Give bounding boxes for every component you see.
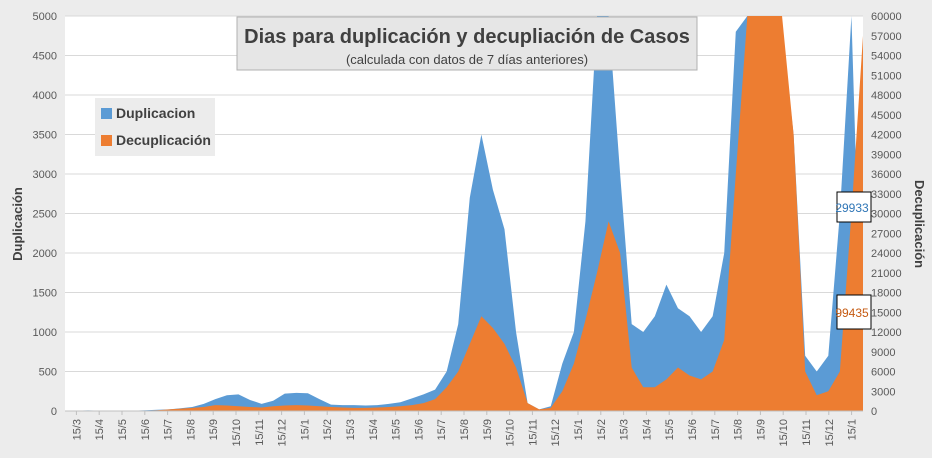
x-tick-label: 15/1 bbox=[847, 419, 859, 440]
x-tick-label: 15/8 bbox=[185, 419, 197, 440]
y2-tick-label: 3000 bbox=[871, 386, 895, 398]
x-tick-label: 15/7 bbox=[710, 419, 722, 440]
y2-tick-label: 54000 bbox=[871, 51, 902, 63]
callout-decuplicacion: 99435 bbox=[835, 294, 872, 330]
y2-tick-label: 21000 bbox=[871, 268, 902, 280]
y2-tick-label: 36000 bbox=[871, 169, 902, 181]
series-area-decuplicacion bbox=[65, 16, 863, 411]
x-tick-label: 15/11 bbox=[527, 419, 539, 446]
y2-tick-label: 45000 bbox=[871, 110, 902, 122]
x-tick-label: 15/8 bbox=[459, 419, 471, 440]
chart-title: Dias para duplicación y decupliación de … bbox=[244, 26, 690, 48]
y2-tick-label: 24000 bbox=[871, 248, 902, 260]
legend: Duplicacion Decuplicación bbox=[95, 98, 215, 156]
y-tick-label: 5000 bbox=[33, 11, 57, 23]
legend-label-decuplicacion: Decuplicación bbox=[116, 132, 211, 148]
y-tick-label: 2500 bbox=[33, 209, 57, 221]
x-tick-label: 15/11 bbox=[254, 419, 266, 446]
callout-decuplicacion-value: 99435 bbox=[835, 306, 869, 320]
x-tick-label: 15/2 bbox=[322, 419, 334, 440]
y-tick-label: 0 bbox=[51, 406, 57, 418]
y2-tick-label: 42000 bbox=[871, 130, 902, 142]
y-tick-label: 2000 bbox=[33, 248, 57, 260]
x-tick-label: 15/1 bbox=[299, 419, 311, 440]
series-layer bbox=[65, 16, 863, 411]
x-tick-label: 15/2 bbox=[596, 419, 608, 440]
x-tick-label: 15/6 bbox=[687, 419, 699, 440]
x-tick-label: 15/5 bbox=[391, 419, 403, 440]
y-tick-label: 500 bbox=[39, 367, 57, 379]
x-tick-label: 15/9 bbox=[755, 419, 767, 440]
y2-tick-label: 12000 bbox=[871, 327, 902, 339]
x-tick-label: 15/4 bbox=[94, 419, 106, 440]
y2-tick-label: 51000 bbox=[871, 70, 902, 82]
y2-tick-label: 6000 bbox=[871, 367, 895, 379]
x-tick-label: 15/11 bbox=[801, 419, 813, 446]
y2-tick-label: 57000 bbox=[871, 31, 902, 43]
y-axis-right: 0 3000 6000 9000 12000 15000 18000 21000 24000 27… bbox=[871, 11, 902, 418]
y-tick-label: 4000 bbox=[33, 90, 57, 102]
chart-subtitle: (calculada con datos de 7 días anteriore… bbox=[346, 52, 588, 67]
x-tick-label: 15/5 bbox=[664, 419, 676, 440]
y2-tick-label: 27000 bbox=[871, 228, 902, 240]
y2-tick-label: 33000 bbox=[871, 189, 902, 201]
y2-tick-label: 0 bbox=[871, 406, 877, 418]
y-axis-right-title: Decuplicación bbox=[912, 180, 927, 268]
x-tick-label: 15/4 bbox=[641, 419, 653, 440]
x-tick-label: 15/12 bbox=[277, 419, 289, 447]
y-axis-left: 0 500 1000 1500 2000 2500 3000 3500 4000 4500 5000 bbox=[33, 11, 57, 418]
y2-tick-label: 48000 bbox=[871, 90, 902, 102]
x-tick-label: 15/3 bbox=[71, 419, 83, 440]
x-tick-label: 15/8 bbox=[733, 419, 745, 440]
x-tick-label: 15/6 bbox=[140, 419, 152, 440]
callout-duplicacion: 29933 bbox=[835, 191, 872, 223]
y-tick-label: 1500 bbox=[33, 288, 57, 300]
callout-duplicacion-box bbox=[836, 191, 872, 223]
legend-box bbox=[95, 98, 215, 156]
y2-tick-label: 18000 bbox=[871, 288, 902, 300]
x-tick-label: 15/9 bbox=[482, 419, 494, 440]
y-tick-label: 1000 bbox=[33, 327, 57, 339]
x-tick-label: 15/6 bbox=[413, 419, 425, 440]
x-tick-label: 15/1 bbox=[573, 419, 585, 440]
legend-swatch-duplicacion bbox=[101, 108, 112, 119]
x-tick-label: 15/7 bbox=[163, 419, 175, 440]
y-tick-label: 3000 bbox=[33, 169, 57, 181]
x-tick-label: 15/3 bbox=[619, 419, 631, 440]
y-axis-left-title: Duplicación bbox=[10, 187, 25, 261]
title-box bbox=[236, 16, 698, 71]
x-tick-label: 15/10 bbox=[778, 419, 790, 447]
x-tick-label: 15/5 bbox=[117, 419, 129, 440]
x-tick-label: 15/12 bbox=[550, 419, 562, 447]
x-tick-label: 15/9 bbox=[208, 419, 220, 440]
y2-tick-label: 30000 bbox=[871, 209, 902, 221]
y2-tick-label: 15000 bbox=[871, 307, 902, 319]
x-axis: 15/3 15/4 15/5 15/6 15/7 15/8 15/9 15/10 15/11 15… bbox=[71, 411, 859, 447]
y2-tick-label: 9000 bbox=[871, 347, 895, 359]
legend-swatch-decuplicacion bbox=[101, 135, 112, 146]
callout-duplicacion-value: 29933 bbox=[835, 201, 869, 215]
x-tick-label: 15/7 bbox=[436, 419, 448, 440]
x-tick-label: 15/4 bbox=[368, 419, 380, 440]
x-tick-label: 15/10 bbox=[231, 419, 243, 447]
y2-tick-label: 39000 bbox=[871, 149, 902, 161]
x-tick-label: 15/10 bbox=[505, 419, 517, 447]
x-tick-label: 15/3 bbox=[345, 419, 357, 440]
x-tick-label: 15/12 bbox=[824, 419, 836, 447]
callout-decuplicacion-box bbox=[836, 294, 872, 330]
legend-label-duplicacion: Duplicacion bbox=[116, 105, 195, 121]
y2-tick-label: 60000 bbox=[871, 11, 902, 23]
y-tick-label: 3500 bbox=[33, 130, 57, 142]
series-area-duplicacion bbox=[65, 16, 863, 411]
chart-title-box: Dias para duplicación y decupliación de … bbox=[236, 16, 698, 71]
y-tick-label: 4500 bbox=[33, 51, 57, 63]
